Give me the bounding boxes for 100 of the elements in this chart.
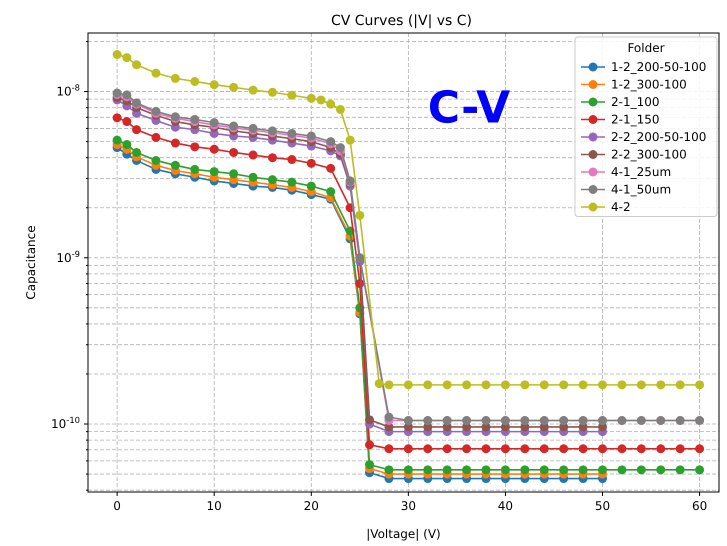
- point: [248, 86, 258, 95]
- point: [500, 465, 510, 474]
- legend-label: 2-2_200-50-100: [611, 130, 706, 144]
- point: [442, 465, 452, 474]
- point: [248, 150, 258, 160]
- point: [578, 444, 588, 454]
- point: [132, 125, 142, 134]
- point: [170, 138, 180, 148]
- point: [248, 172, 258, 182]
- legend-label: 4-1_50um: [611, 182, 672, 196]
- point: [306, 158, 316, 168]
- point: [336, 143, 345, 152]
- y-tick-label: 10$^{-10}$: [51, 415, 80, 432]
- point: [229, 169, 238, 178]
- legend-label: 1-2_200-50-100: [611, 60, 706, 74]
- point: [122, 53, 132, 62]
- point: [326, 100, 336, 109]
- point: [404, 380, 413, 390]
- point: [365, 460, 374, 470]
- point: [326, 187, 336, 196]
- point: [462, 444, 472, 454]
- point: [384, 412, 394, 422]
- point: [268, 88, 277, 97]
- point: [306, 94, 316, 103]
- point: [404, 444, 413, 454]
- point: [617, 465, 626, 474]
- point: [636, 444, 646, 454]
- point: [617, 380, 626, 390]
- point: [695, 380, 704, 390]
- point: [578, 465, 588, 474]
- point: [316, 95, 326, 104]
- chart-title: CV Curves (|V| vs C): [330, 13, 472, 29]
- point: [598, 444, 608, 454]
- legend-label: 2-2_300-100: [611, 148, 687, 162]
- x-tick-label: 30: [400, 499, 416, 513]
- y-tick-label: 10$^{-9}$: [56, 248, 80, 265]
- point: [540, 380, 549, 390]
- point: [268, 153, 277, 162]
- point: [210, 144, 219, 154]
- point: [374, 379, 384, 388]
- point: [676, 444, 685, 454]
- point: [636, 380, 646, 390]
- point: [442, 380, 452, 390]
- point: [423, 444, 432, 454]
- point: [112, 136, 122, 145]
- point: [636, 465, 646, 474]
- point: [520, 380, 530, 390]
- point: [151, 68, 160, 78]
- point: [190, 114, 200, 124]
- point: [462, 380, 472, 390]
- point: [462, 465, 472, 474]
- legend-label: 4-1_25um: [611, 165, 672, 179]
- point: [122, 117, 132, 126]
- point: [500, 380, 510, 390]
- point: [656, 465, 666, 474]
- point: [656, 380, 666, 390]
- point: [229, 148, 238, 157]
- point: [540, 444, 549, 454]
- point: [229, 82, 238, 92]
- point: [442, 444, 452, 454]
- point: [540, 465, 549, 474]
- point: [676, 465, 685, 474]
- point: [122, 140, 132, 150]
- point: [617, 444, 626, 454]
- point: [170, 160, 180, 170]
- legend-label: 2-1_100: [611, 95, 660, 109]
- point: [346, 136, 355, 145]
- point: [190, 76, 200, 86]
- x-axis-title: |Voltage| (V): [366, 527, 441, 541]
- point: [112, 113, 122, 122]
- point: [559, 380, 568, 390]
- x-tick-label: 20: [304, 499, 319, 513]
- point: [306, 182, 316, 191]
- point: [132, 60, 142, 70]
- point: [423, 465, 432, 474]
- x-tick-label: 0: [113, 499, 121, 513]
- point: [520, 444, 530, 454]
- point: [210, 167, 219, 176]
- point: [482, 380, 491, 390]
- x-tick-label: 40: [498, 499, 514, 513]
- point: [500, 444, 510, 454]
- point: [190, 164, 200, 174]
- point: [520, 465, 530, 474]
- point: [151, 132, 160, 142]
- x-tick-label: 50: [594, 499, 610, 513]
- point: [384, 380, 394, 390]
- annotation: C-V: [428, 82, 510, 134]
- point: [676, 380, 685, 390]
- point: [482, 465, 491, 474]
- point: [326, 164, 336, 173]
- y-tick-label: 10$^{-8}$: [56, 82, 80, 99]
- point: [210, 80, 219, 90]
- point: [287, 178, 296, 187]
- point: [336, 104, 345, 114]
- point: [365, 440, 374, 450]
- point: [482, 444, 491, 454]
- point: [287, 90, 296, 100]
- point: [112, 50, 122, 60]
- point: [695, 465, 704, 474]
- point: [656, 444, 666, 454]
